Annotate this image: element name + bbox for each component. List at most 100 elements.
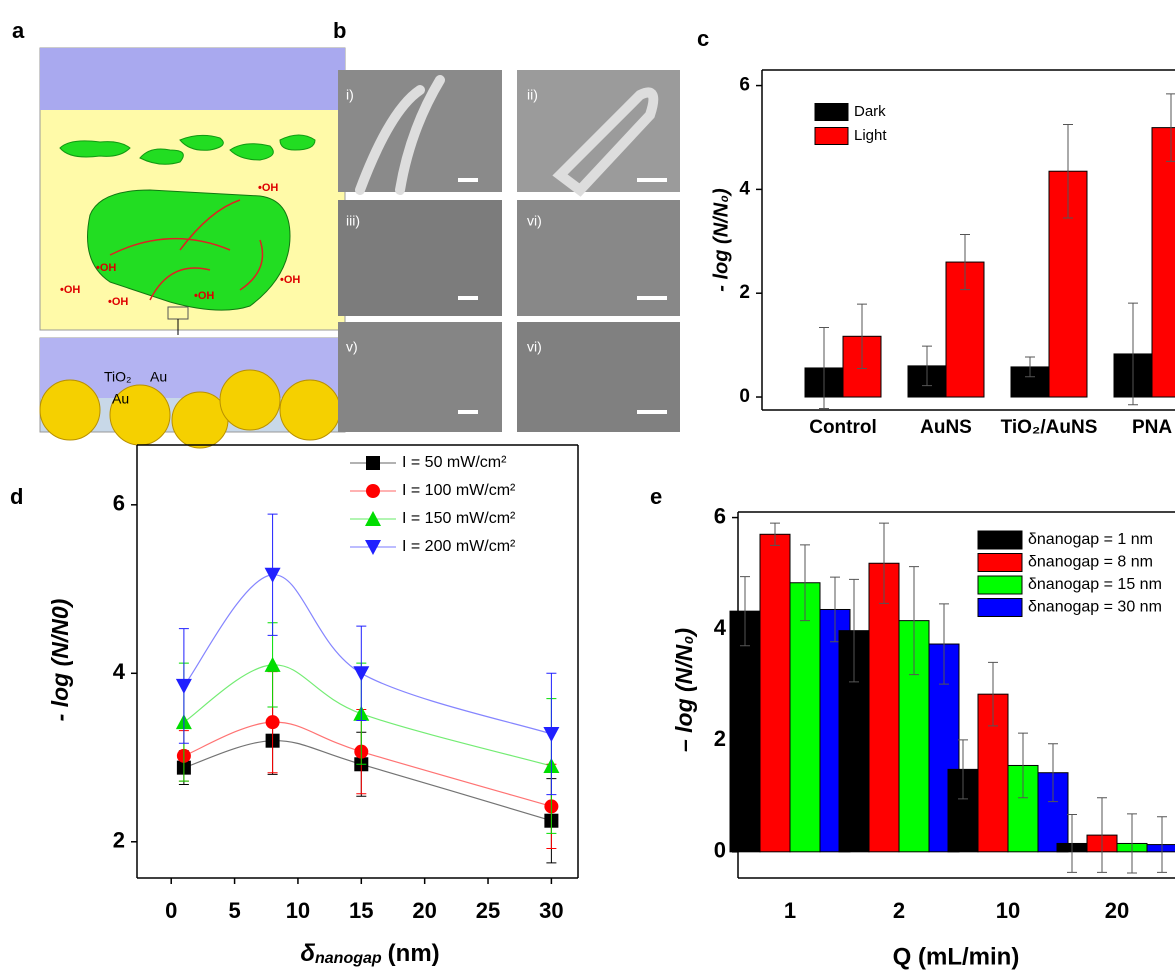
green-clusters: [59, 134, 316, 165]
x-tick-label: 15: [349, 898, 373, 923]
panel-label: e: [650, 484, 662, 509]
radical-label: •OH: [280, 274, 300, 286]
error-bar: [879, 522, 889, 604]
sem-label: iii): [346, 213, 360, 229]
x-axis-title-subscript: nanogap: [315, 950, 382, 967]
legend-label: δnanogap = 15 nm: [1028, 576, 1162, 593]
legend-label: Light: [854, 127, 887, 144]
y-tick-label: 2: [113, 828, 125, 853]
error-bar: [1048, 743, 1058, 803]
legend-swatch: [814, 127, 849, 145]
x-tick-label: Control: [809, 417, 877, 438]
error-bar: [909, 566, 919, 676]
marker: [543, 726, 560, 742]
schematic: •OH •OH •OH •OH •OH •OH TiO₂ Au Au: [39, 47, 346, 449]
radical-label: •OH: [60, 284, 80, 296]
legend-swatch: [977, 575, 1023, 595]
error-bar: [1166, 93, 1175, 162]
bar: [868, 562, 900, 853]
radical-paths: [109, 199, 264, 301]
error-bar: [939, 603, 949, 685]
error-bar: [740, 576, 750, 647]
au-label: Au: [112, 391, 129, 407]
panel-label: c: [697, 26, 709, 51]
series-line: [183, 574, 552, 735]
x-axis-title: Q (mL/min): [893, 943, 1020, 970]
y-tick-label: 4: [739, 178, 750, 199]
legend-label: I = 150 mW/cm²: [402, 510, 516, 527]
sem-label: i): [346, 87, 354, 103]
legend-label: δnanogap = 1 nm: [1028, 531, 1153, 548]
legend-swatch: [814, 103, 849, 121]
error-bar: [958, 739, 968, 800]
panel-label: d: [10, 484, 23, 509]
panel-label: a: [12, 18, 25, 43]
marker: [365, 540, 381, 555]
series-line: [183, 664, 552, 767]
marker: [365, 511, 381, 526]
x-tick-label: 30: [539, 898, 563, 923]
y-axis-title: – log (N/N₀): [671, 628, 697, 752]
y-axis-title: - log (N/N₀): [710, 188, 732, 292]
sem-label: vi): [527, 339, 542, 355]
x-tick-label: AuNS: [920, 417, 972, 438]
legend-label: I = 100 mW/cm²: [402, 482, 516, 499]
error-bar: [770, 522, 780, 546]
legend-label: δnanogap = 30 nm: [1028, 599, 1162, 616]
error-bar: [1157, 816, 1167, 873]
x-tick-label: 0: [165, 898, 177, 923]
legend-label: I = 200 mW/cm²: [402, 538, 516, 555]
series-line: [183, 740, 552, 822]
y-tick-label: 4: [113, 659, 126, 684]
tio2-label: TiO₂: [104, 369, 131, 385]
y-tick-label: 2: [739, 282, 750, 303]
y-tick-label: 6: [113, 491, 125, 516]
marker: [265, 715, 280, 730]
marker: [366, 456, 380, 470]
radical-label: •OH: [258, 182, 278, 194]
series-line: [183, 721, 552, 807]
top-layer: [40, 48, 345, 110]
y-tick-label: 6: [714, 503, 726, 528]
sem-grid: i) ii) iii) vi) v) vi): [338, 70, 680, 432]
marker: [264, 656, 281, 672]
au-label: Au: [150, 369, 167, 385]
marker: [353, 666, 370, 682]
x-tick-label: 1: [784, 898, 796, 923]
x-tick-label: 20: [1105, 898, 1129, 923]
x-tick-label: 5: [228, 898, 240, 923]
error-bar: [830, 576, 840, 643]
scale-bars: [458, 178, 667, 414]
x-axis-title: δnanogap (nm): [300, 940, 439, 967]
error-bar: [1063, 124, 1073, 219]
error-bar: [1128, 302, 1138, 406]
sem-image: [338, 322, 502, 432]
legend-label: Dark: [854, 103, 886, 120]
x-tick-label: TiO₂/AuNS: [1001, 417, 1098, 438]
legend-label: I = 50 mW/cm²: [402, 454, 507, 471]
y-tick-label: 0: [714, 838, 726, 863]
y-tick-label: 2: [714, 726, 726, 751]
legend-swatch: [977, 530, 1023, 550]
x-tick-label: 20: [412, 898, 436, 923]
sem-label: ii): [527, 87, 538, 103]
radical-label: •OH: [194, 290, 214, 302]
x-axis-title-symbol: δ: [300, 940, 315, 967]
bar: [1146, 844, 1175, 853]
legend-swatch: [977, 553, 1023, 572]
y-tick-label: 4: [714, 615, 727, 640]
y-tick-label: 0: [739, 386, 750, 407]
x-tick-label: 25: [476, 898, 500, 923]
error-bar: [849, 578, 859, 683]
sem-label: v): [346, 339, 358, 355]
x-tick-label: 10: [286, 898, 310, 923]
y-axis-title: - log (N/N0): [47, 599, 73, 722]
legend-label: δnanogap = 8 nm: [1028, 554, 1153, 571]
error-bar: [922, 345, 932, 387]
error-bar: [1127, 813, 1137, 874]
error-bar: [1018, 732, 1028, 799]
error-bar: [960, 234, 970, 291]
bacterium: [87, 189, 291, 311]
